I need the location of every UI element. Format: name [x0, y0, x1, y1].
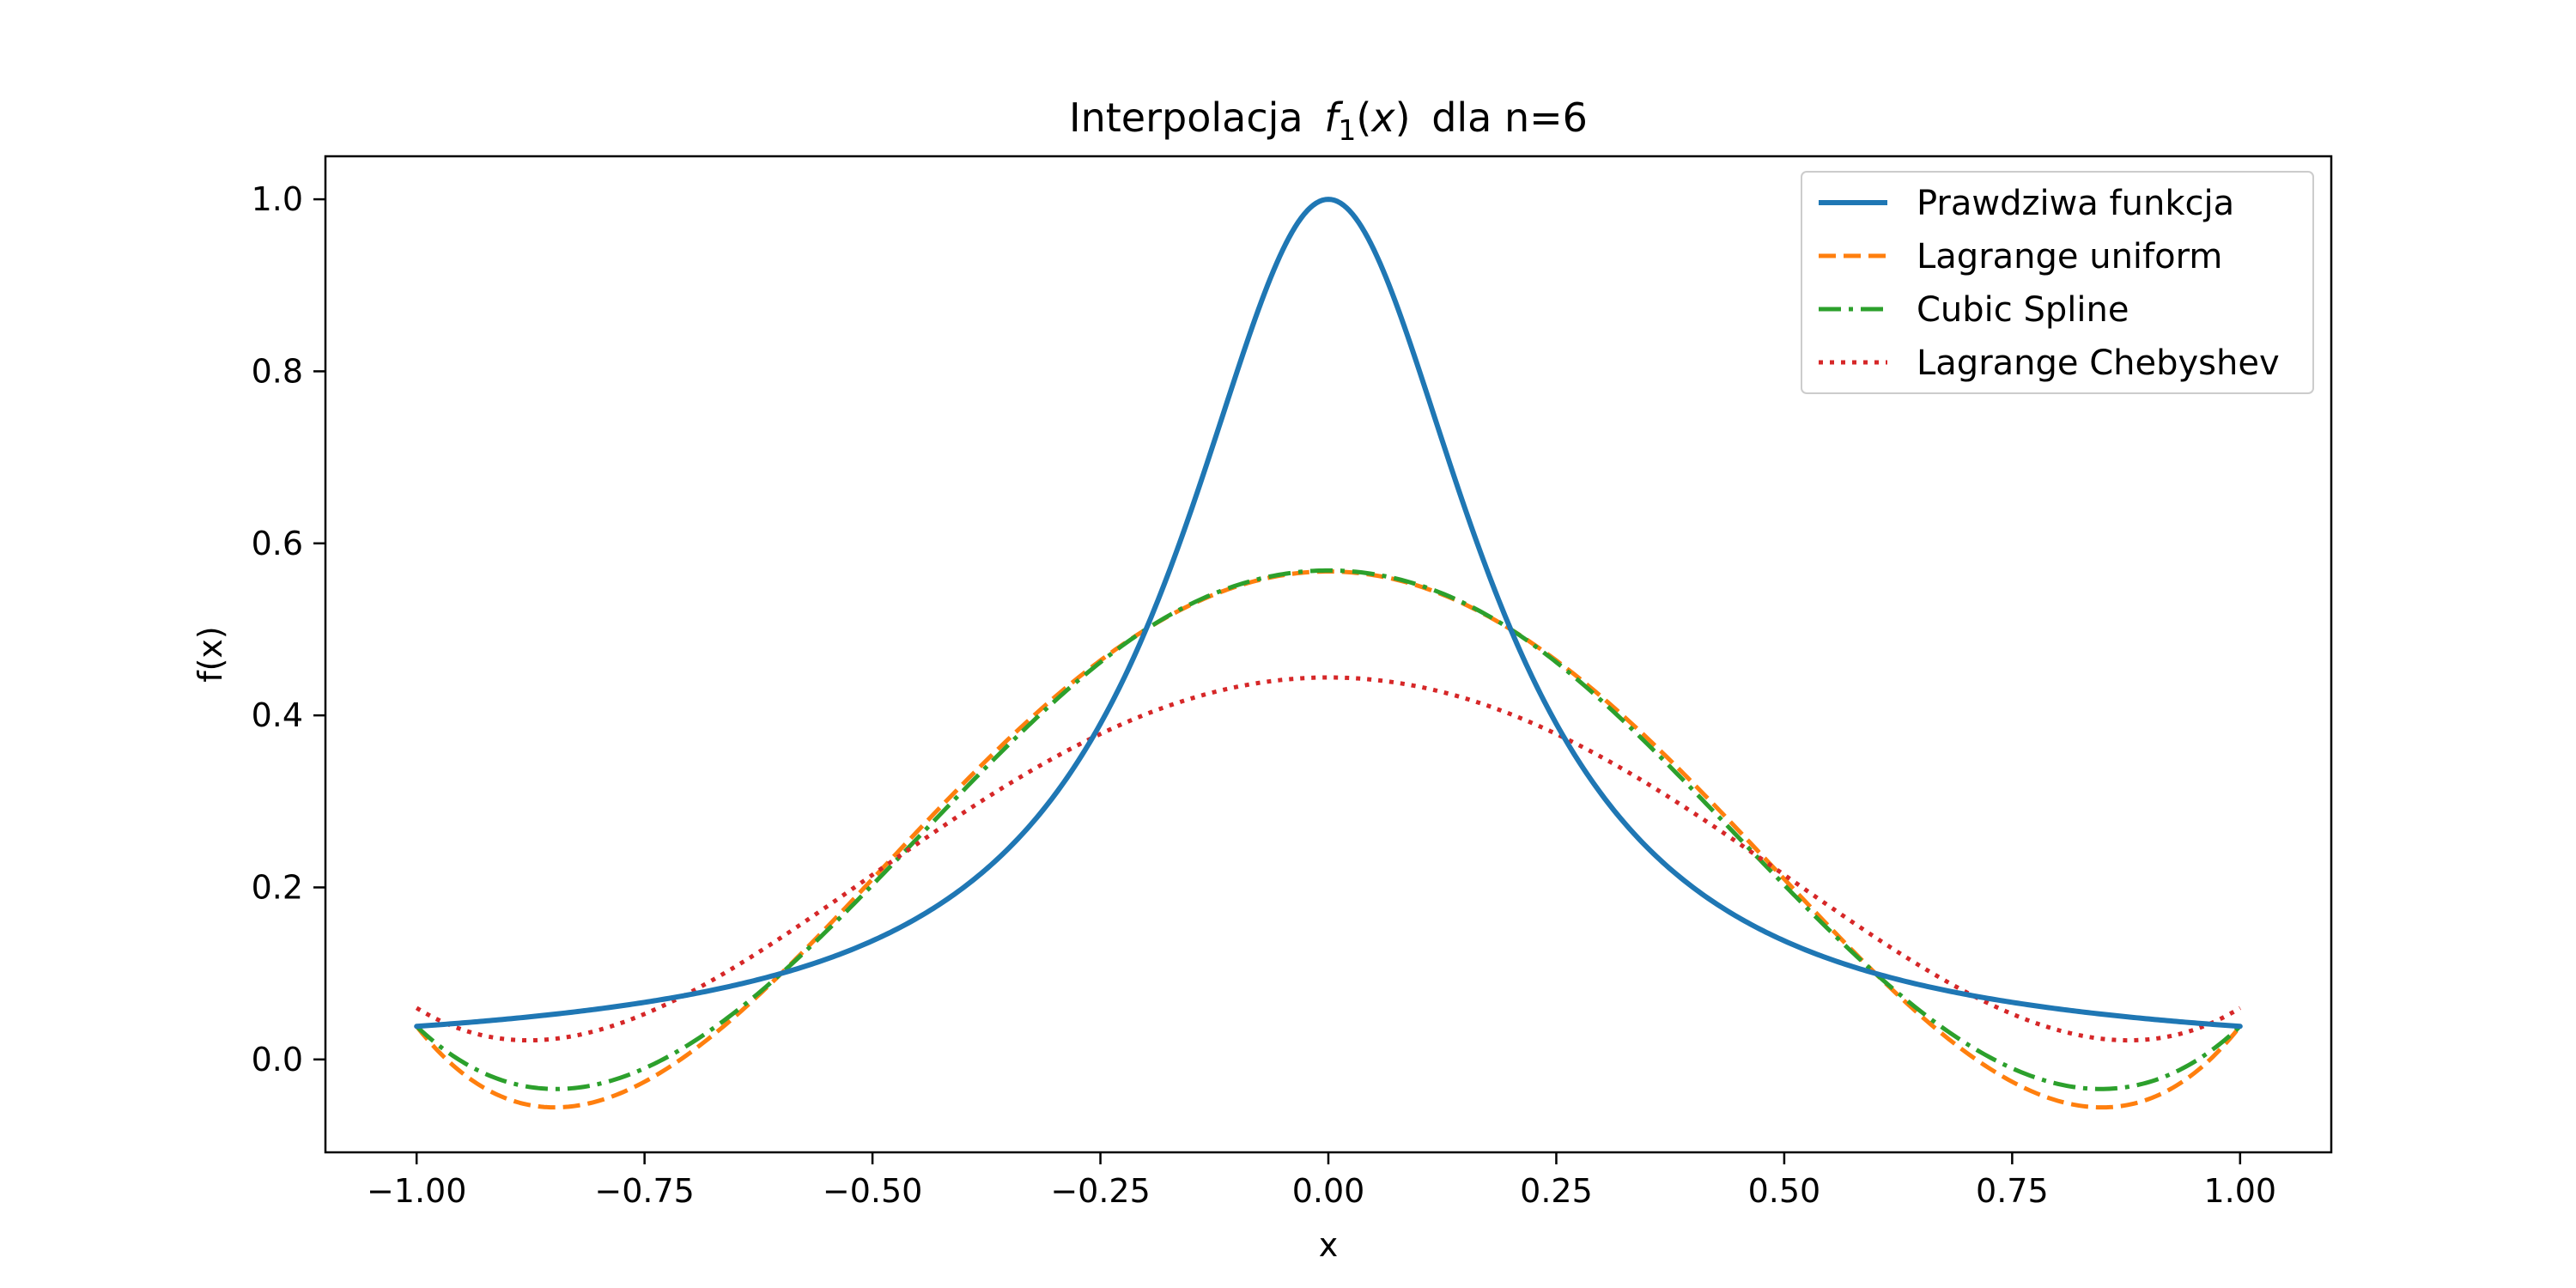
legend-frame	[1801, 171, 2314, 394]
y-axis-label: f(x)	[191, 626, 229, 683]
series-line-true	[414, 197, 2243, 1030]
x-tick-label: −0.25	[1050, 1172, 1150, 1210]
y-axis-ticks: 0.0 0.2 0.4 0.6 0.8 1.0	[252, 180, 325, 1078]
x-tick-label: −0.50	[823, 1172, 922, 1210]
y-tick-label: 0.2	[252, 868, 303, 906]
x-tick-label: 0.25	[1520, 1172, 1593, 1210]
series-line-lagrange-chebyshev	[415, 675, 2242, 1043]
y-tick-label: 0.4	[252, 696, 303, 734]
legend-label-lagrange-chebyshev: Lagrange Chebyshev	[1917, 343, 2280, 383]
chart-title: Interpolacja f1(x) dla n=6	[1069, 94, 1588, 147]
x-tick-label: −1.00	[367, 1172, 466, 1210]
x-axis-ticks: −1.00 −0.75 −0.50 −0.25 0.00 0.25 0.50 0.75 1.00	[367, 1152, 2276, 1210]
legend-label-lagrange-uniform: Lagrange uniform	[1917, 237, 2222, 276]
x-axis-label: x	[1319, 1226, 1339, 1264]
y-tick-label: 0.8	[252, 352, 303, 390]
y-tick-label: 0.6	[252, 525, 303, 562]
y-tick-label: 1.0	[252, 180, 303, 218]
x-tick-label: 0.75	[1976, 1172, 2049, 1210]
series-layer	[414, 197, 2243, 1110]
series-line-cubic-spline	[415, 568, 2242, 1091]
x-tick-label: 0.50	[1748, 1172, 1821, 1210]
y-tick-label: 0.0	[252, 1041, 303, 1078]
legend-label-cubic-spline: Cubic Spline	[1917, 290, 2129, 330]
x-tick-label: 0.00	[1292, 1172, 1365, 1210]
legend-label-true: Prawdziwa funkcja	[1917, 184, 2234, 223]
x-tick-label: 1.00	[2204, 1172, 2277, 1210]
x-tick-label: −0.75	[594, 1172, 694, 1210]
legend: Prawdziwa funkcja Lagrange uniform Cubic S…	[1801, 171, 2314, 394]
